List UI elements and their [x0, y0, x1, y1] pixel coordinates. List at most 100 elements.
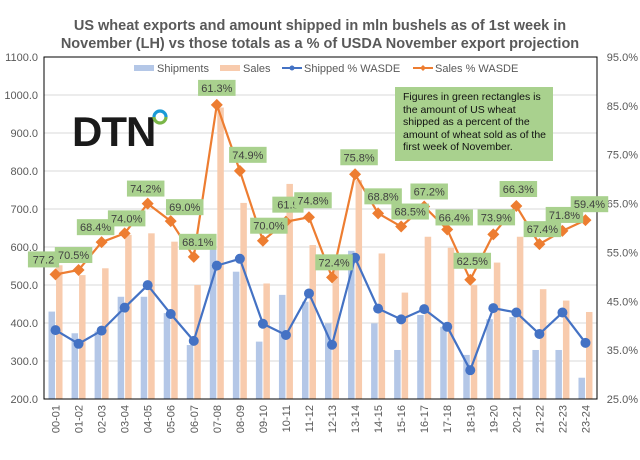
- left-axis-tick-label: 800.0: [10, 166, 38, 178]
- x-axis-tick-label: 03-04: [120, 405, 132, 433]
- data-label: 77.2: [33, 254, 54, 266]
- shipments-bar: [140, 296, 148, 399]
- sales-bar: [309, 245, 316, 399]
- data-label: 73.9%: [481, 212, 512, 224]
- x-axis-tick-label: 11-12: [304, 405, 316, 432]
- x-axis-tick-label: 14-15: [373, 405, 385, 433]
- sales-pct-marker: [187, 250, 200, 263]
- logo-dot-top: [152, 109, 168, 118]
- gridlines: [44, 94, 597, 362]
- data-label: 74.8%: [297, 195, 328, 207]
- left-axis-tick-label: 200.0: [10, 394, 38, 406]
- shipped-pct-marker: [396, 314, 407, 325]
- shipments-bar: [163, 313, 171, 399]
- left-axis-tick-label: 1000.0: [4, 90, 38, 102]
- sales-bar: [493, 262, 501, 399]
- legend-label: Sales: [243, 63, 271, 75]
- shipped-pct-marker: [257, 318, 268, 329]
- shipped-pct-marker: [303, 288, 314, 299]
- data-label-box: [294, 192, 332, 209]
- data-label: 68.5%: [395, 207, 426, 219]
- data-label: 66.4%: [439, 212, 470, 224]
- logo-dot-bottom: [152, 116, 168, 125]
- x-axis-tick-label: 13-14: [350, 405, 362, 433]
- left-axis-tick-label: 400.0: [10, 318, 38, 330]
- sales-bar: [148, 233, 155, 399]
- x-axis-tick-label: 02-03: [97, 405, 109, 433]
- legend-label: Shipped % WASDE: [304, 63, 400, 75]
- x-axis-tick-label: 17-18: [442, 405, 454, 433]
- sales-bar: [539, 289, 547, 399]
- sales-bar: [240, 202, 247, 399]
- legend-swatch-shipments: [134, 65, 154, 71]
- right-axis-tick-label: 45.0%: [607, 296, 638, 308]
- data-label-box: [250, 217, 288, 234]
- data-label-box: [54, 247, 93, 264]
- shipments-bar: [71, 333, 79, 399]
- sales-pct-marker: [441, 223, 454, 236]
- sales-pct-marker: [118, 227, 131, 240]
- x-axis-tick-label: 19-20: [488, 405, 500, 433]
- x-axis-ticks: 00-01 01-02 02-03 03-04 04-05 05-06 06-07 07-08…: [51, 405, 593, 433]
- shipments-bar: [348, 250, 355, 399]
- shipments-bar: [325, 323, 332, 399]
- shipments-bar: [94, 331, 102, 399]
- sales-pct-marker: [141, 197, 154, 210]
- x-axis-tick-label: 12-13: [327, 405, 339, 433]
- sales-pct-line: [55, 103, 586, 281]
- x-axis-tick-label: 06-07: [189, 405, 201, 433]
- shipped-pct-marker: [188, 335, 199, 346]
- shipped-pct-marker: [465, 365, 476, 376]
- sales-bar: [585, 311, 593, 399]
- x-axis-tick-label: 07-08: [212, 405, 224, 433]
- shipments-bar: [209, 246, 217, 399]
- shipped-pct-marker: [419, 304, 430, 315]
- shipments-bar: [48, 311, 56, 399]
- data-label-box: [340, 149, 378, 166]
- shipments-bar: [255, 341, 263, 399]
- sales-pct-marker: [256, 234, 269, 247]
- x-axis-tick-label: 15-16: [396, 405, 408, 433]
- shipped-pct-marker: [165, 308, 176, 319]
- sales-bar: [125, 234, 132, 399]
- data-label-box: [523, 221, 562, 238]
- chart-title-line-2: November (LH) vs those totals as a % of …: [61, 36, 579, 52]
- legend-swatch-sales: [220, 65, 240, 71]
- x-axis-tick-label: 04-05: [143, 405, 155, 433]
- shipped-pct-marker: [142, 280, 153, 291]
- data-label-box: [435, 209, 473, 226]
- sales-pct-marker: [395, 220, 408, 233]
- legend: Shipments Sales Shipped % WASDE Sales % WAS…: [134, 63, 518, 75]
- data-label: 74.2%: [130, 184, 161, 196]
- sales-bar: [79, 275, 86, 399]
- shipments-bar: [117, 296, 125, 399]
- sales-bar: [562, 300, 570, 399]
- data-label-box: [27, 251, 60, 268]
- right-axis-tick-label: 65.0%: [607, 199, 638, 211]
- data-label: 61.9: [277, 200, 298, 212]
- shipped-pct-marker: [119, 302, 130, 313]
- sales-pct-marker: [210, 98, 223, 111]
- data-label: 68.4%: [80, 222, 111, 234]
- data-label-box: [499, 181, 538, 198]
- data-label: 69.0%: [169, 202, 200, 214]
- shipped-pct-marker: [211, 260, 222, 271]
- sales-bar: [424, 236, 432, 399]
- data-label: 61.3%: [201, 83, 232, 95]
- dtn-logo: DTN: [72, 108, 172, 155]
- data-label: 75.8%: [343, 152, 374, 164]
- data-label: 71.8%: [549, 210, 580, 222]
- data-label: 70.5%: [58, 250, 89, 262]
- data-label-box: [477, 209, 516, 226]
- shipped-pct-marker: [327, 339, 338, 350]
- sales-pct-marker: [487, 228, 500, 241]
- data-label: 68.8%: [368, 191, 399, 203]
- data-label: 74.0%: [111, 213, 142, 225]
- data-label: 62.5%: [457, 256, 488, 268]
- shipped-pct-marker: [534, 329, 545, 340]
- data-label: 72.4%: [318, 257, 349, 269]
- data-label-box: [198, 79, 236, 96]
- sales-bar: [447, 247, 455, 399]
- sales-bar: [171, 241, 178, 399]
- x-axis-tick-label: 20-21: [511, 405, 523, 433]
